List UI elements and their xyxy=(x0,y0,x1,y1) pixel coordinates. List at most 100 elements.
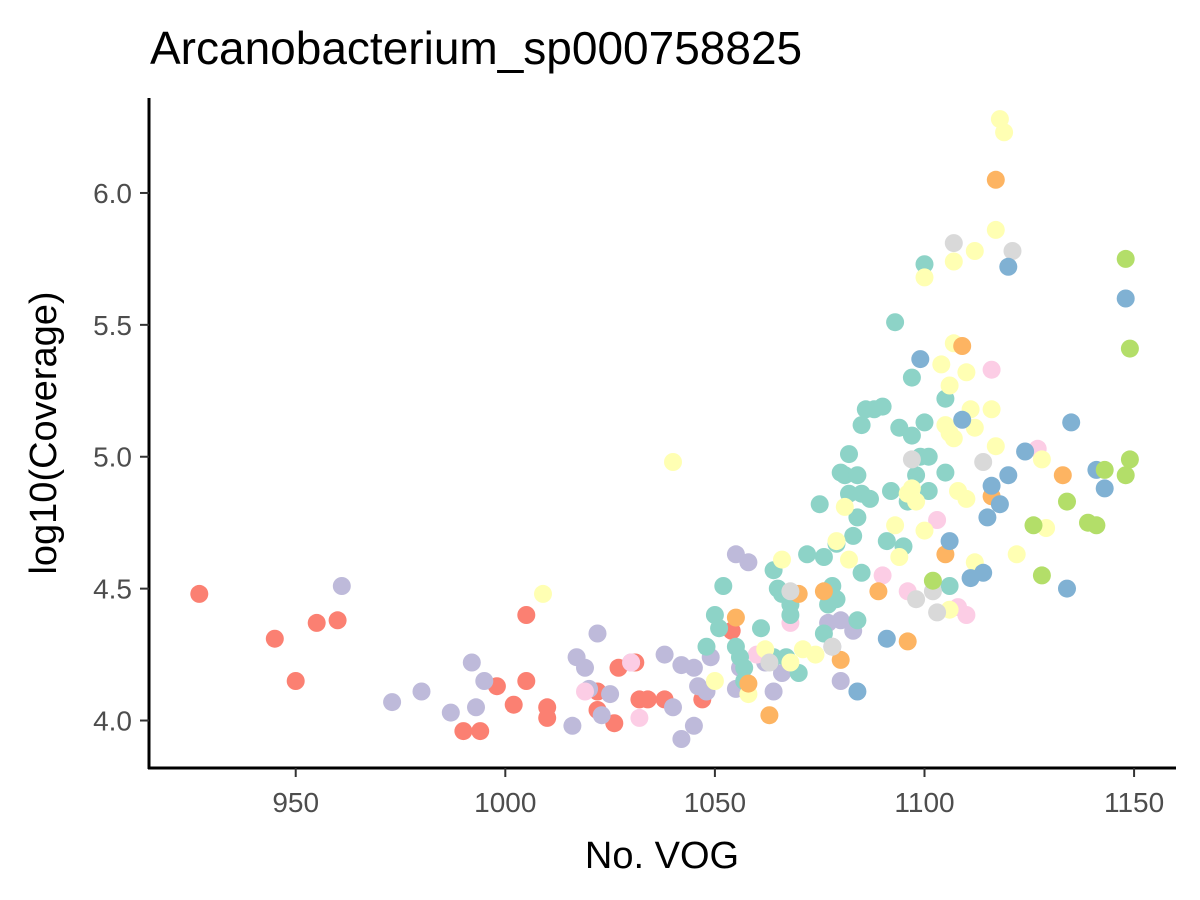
x-tick-label-2: 1050 xyxy=(684,787,746,818)
data-point-lavender-6 xyxy=(475,672,494,690)
data-point-teal-41 xyxy=(882,482,900,500)
data-point-teal-51 xyxy=(915,413,934,432)
data-point-yellow-26 xyxy=(944,429,963,448)
y-tick-label-0: 4.0 xyxy=(93,706,132,737)
data-point-lavender-12 xyxy=(592,706,611,725)
data-point-lavender-3 xyxy=(441,703,460,722)
data-point-grey-8 xyxy=(974,453,993,471)
data-point-salmon-0 xyxy=(190,584,209,603)
x-tick-label-1: 1000 xyxy=(474,787,536,818)
data-point-orange-0 xyxy=(726,608,745,627)
data-point-teal-20 xyxy=(814,624,833,643)
data-point-yellow-8 xyxy=(806,645,825,664)
data-point-orange-9 xyxy=(953,337,972,355)
data-point-pink-1 xyxy=(622,653,641,672)
data-point-orange-4 xyxy=(814,582,833,601)
data-point-lavender-15 xyxy=(655,645,674,664)
y-tick-label-3: 5.5 xyxy=(93,310,132,341)
data-point-lavender-18 xyxy=(672,730,691,748)
data-point-blue-13 xyxy=(1058,579,1076,598)
data-point-lavender-13 xyxy=(601,685,620,704)
data-point-yellow-5 xyxy=(773,550,791,569)
data-point-blue-0 xyxy=(848,682,867,701)
y-ticks: 4.0 4.5 5.0 5.5 6.0 xyxy=(93,178,149,737)
data-point-yellow-16 xyxy=(907,492,926,511)
data-point-yellow-39 xyxy=(1007,545,1026,564)
data-point-lavender-2 xyxy=(412,682,431,701)
data-point-lavender-4 xyxy=(462,653,481,672)
data-point-green-7 xyxy=(1116,249,1135,268)
data-point-blue-4 xyxy=(953,410,972,429)
data-point-green-3 xyxy=(1058,492,1076,511)
data-point-lavender-27 xyxy=(739,553,758,572)
data-point-lavender-33 xyxy=(831,672,850,690)
data-point-lavender-7 xyxy=(563,716,582,735)
data-point-yellow-10 xyxy=(835,497,854,516)
data-point-orange-2 xyxy=(760,706,779,725)
chart-title: Arcanobacterium_sp000758825 xyxy=(150,22,802,74)
data-point-pink-2 xyxy=(630,708,649,727)
data-point-yellow-2 xyxy=(705,672,724,690)
data-point-teal-35 xyxy=(852,416,871,435)
data-point-blue-8 xyxy=(982,476,1001,495)
data-point-grey-1 xyxy=(781,582,800,601)
data-point-green-2 xyxy=(1032,566,1051,585)
data-point-teal-42 xyxy=(886,313,905,332)
data-point-grey-7 xyxy=(944,234,963,253)
data-point-yellow-24 xyxy=(944,252,963,271)
data-point-teal-50 xyxy=(915,255,934,274)
data-point-blue-3 xyxy=(940,532,959,551)
data-point-salmon-3 xyxy=(307,613,326,632)
y-tick-label-2: 5.0 xyxy=(93,442,132,473)
data-point-yellow-40 xyxy=(1032,450,1051,469)
data-point-teal-29 xyxy=(844,526,863,545)
data-point-green-1 xyxy=(1024,516,1043,535)
data-point-yellow-17 xyxy=(915,268,934,287)
data-point-lavender-16 xyxy=(664,698,682,717)
data-point-green-10 xyxy=(1120,450,1139,469)
data-point-teal-56 xyxy=(940,577,959,595)
data-point-grey-9 xyxy=(1003,242,1022,260)
data-point-teal-26 xyxy=(835,466,854,485)
data-point-blue-12 xyxy=(1016,442,1035,461)
data-point-teal-46 xyxy=(902,368,921,387)
data-point-yellow-38 xyxy=(995,123,1014,142)
data-point-grey-3 xyxy=(902,450,921,469)
data-point-teal-18 xyxy=(810,495,829,514)
data-point-teal-30 xyxy=(848,466,867,485)
data-point-teal-39 xyxy=(873,397,892,416)
data-point-teal-31 xyxy=(848,508,867,527)
data-point-blue-16 xyxy=(1095,479,1114,498)
data-point-salmon-12 xyxy=(538,708,557,727)
data-point-blue-7 xyxy=(978,508,997,527)
data-point-teal-3 xyxy=(714,577,733,595)
data-point-pink-4 xyxy=(873,566,892,585)
data-point-teal-2 xyxy=(710,619,729,638)
data-point-orange-11 xyxy=(986,170,1005,189)
points-layer xyxy=(190,110,1139,748)
x-ticks: 950 1000 1050 1100 1150 xyxy=(272,768,1164,818)
data-point-lavender-11 xyxy=(588,624,607,643)
data-point-yellow-13 xyxy=(890,548,909,566)
data-point-yellow-0 xyxy=(534,584,552,603)
data-point-teal-27 xyxy=(840,445,858,464)
data-point-yellow-6 xyxy=(781,653,800,672)
data-point-yellow-21 xyxy=(940,376,959,395)
data-point-salmon-10 xyxy=(517,606,536,624)
data-point-grey-0 xyxy=(760,653,779,672)
data-point-yellow-34 xyxy=(982,400,1001,419)
data-point-yellow-18 xyxy=(915,521,934,540)
data-point-salmon-5 xyxy=(454,722,473,741)
data-point-orange-12 xyxy=(1053,466,1072,485)
data-point-yellow-1 xyxy=(664,453,682,471)
x-tick-label-3: 1100 xyxy=(894,787,954,818)
x-tick-label-4: 1150 xyxy=(1104,787,1164,818)
data-point-salmon-9 xyxy=(517,672,536,690)
data-point-yellow-28 xyxy=(957,363,976,382)
data-point-teal-52 xyxy=(919,447,938,466)
data-point-orange-7 xyxy=(898,632,917,651)
data-point-pink-9 xyxy=(982,360,1001,379)
data-point-orange-5 xyxy=(831,650,850,669)
data-point-teal-40 xyxy=(877,532,896,551)
